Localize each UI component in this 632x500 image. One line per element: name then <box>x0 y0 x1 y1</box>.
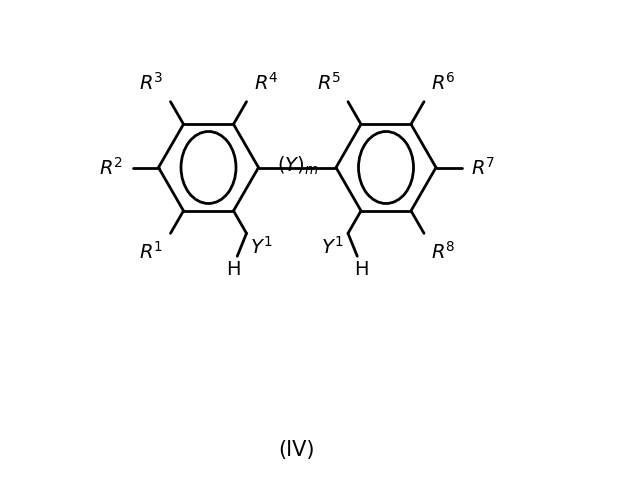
Text: $Y^1$: $Y^1$ <box>250 236 273 258</box>
Text: $R^6$: $R^6$ <box>431 72 456 94</box>
Text: $R^7$: $R^7$ <box>471 156 495 178</box>
Text: (IV): (IV) <box>277 440 314 460</box>
Text: H: H <box>354 260 368 279</box>
Text: $R^3$: $R^3$ <box>139 72 164 94</box>
Text: $R^5$: $R^5$ <box>317 72 341 94</box>
Text: $R^8$: $R^8$ <box>431 241 456 263</box>
Text: $R^4$: $R^4$ <box>253 72 278 94</box>
Text: $(Y)_m$: $(Y)_m$ <box>277 155 319 177</box>
Text: H: H <box>226 260 241 279</box>
Text: $R^2$: $R^2$ <box>99 156 123 178</box>
Text: $Y^1$: $Y^1$ <box>322 236 344 258</box>
Text: $R^1$: $R^1$ <box>139 241 164 263</box>
